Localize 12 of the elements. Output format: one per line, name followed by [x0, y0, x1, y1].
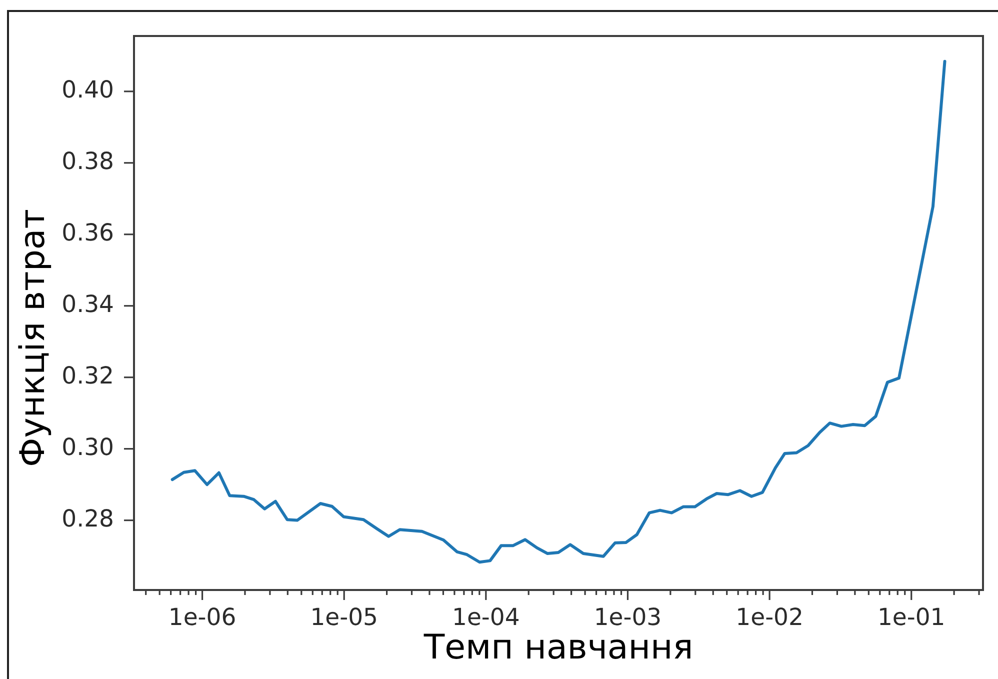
x-tick-label: 1e-02 — [736, 603, 804, 632]
x-tick-label: 1e-01 — [877, 603, 946, 632]
y-axis-title: Функція втрат — [13, 208, 54, 468]
y-tick-label: 0.38 — [62, 146, 114, 175]
y-tick-label: 0.40 — [62, 76, 114, 104]
x-tick-label: 1e-06 — [168, 603, 236, 632]
y-tick-label: 0.28 — [62, 504, 114, 532]
y-tick-label: 0.30 — [62, 432, 114, 461]
y-tick-label: 0.32 — [62, 361, 114, 390]
x-tick-label: 1e-05 — [310, 603, 378, 632]
y-tick-label: 0.34 — [62, 290, 114, 318]
y-tick-label: 0.36 — [62, 218, 114, 246]
